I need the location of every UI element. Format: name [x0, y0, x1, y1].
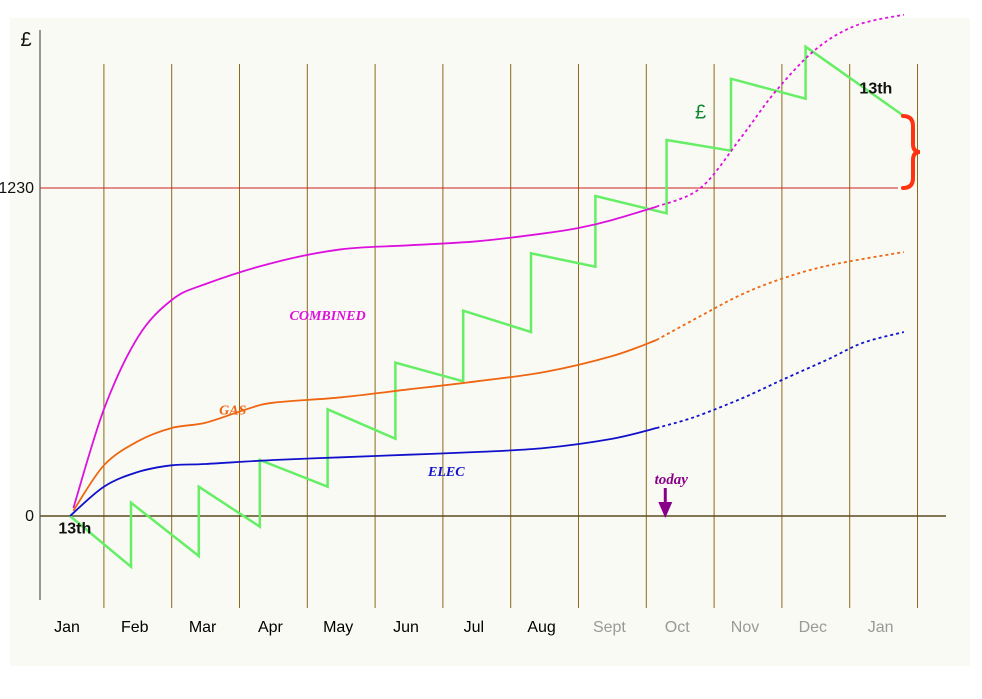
elec-actual-line — [69, 427, 657, 517]
combined-series-label: COMBINED — [290, 309, 366, 324]
gas-forecast-line — [656, 251, 905, 341]
balance-line — [69, 44, 905, 570]
x-tick-label: Dec — [799, 619, 827, 636]
x-tick-label: Sept — [593, 619, 626, 636]
difference-brace — [901, 114, 921, 190]
y-unit-label: £ — [20, 29, 31, 51]
x-tick-label: May — [323, 619, 353, 636]
today-label: today — [655, 472, 689, 488]
x-tick-label: Oct — [665, 619, 690, 636]
y-tick-label: 0 — [25, 508, 34, 525]
x-tick-label: Mar — [189, 619, 217, 636]
x-tick-label: Apr — [258, 619, 284, 636]
x-tick-label: Jan — [54, 619, 80, 636]
day-annotation: 13th — [859, 80, 892, 97]
x-tick-label: Jul — [464, 619, 484, 636]
today-arrow-head — [658, 502, 673, 518]
x-tick-label: Jun — [393, 619, 419, 636]
x-tick-label: Feb — [121, 619, 149, 636]
y-tick-label: 1230 — [0, 180, 34, 197]
gas-series-label: GAS — [219, 404, 246, 419]
elec-series-label: ELEC — [427, 465, 465, 480]
day-annotation: 13th — [58, 520, 91, 537]
x-tick-label: Jan — [868, 619, 894, 636]
balance-label: £ — [695, 102, 706, 124]
x-tick-label: Nov — [731, 619, 759, 636]
x-tick-label: Aug — [527, 619, 555, 636]
combined-forecast-line — [656, 13, 905, 208]
elec-forecast-line — [656, 331, 905, 429]
combined-actual-line — [72, 205, 657, 509]
gas-actual-line — [72, 339, 657, 512]
plot-background — [10, 18, 970, 666]
